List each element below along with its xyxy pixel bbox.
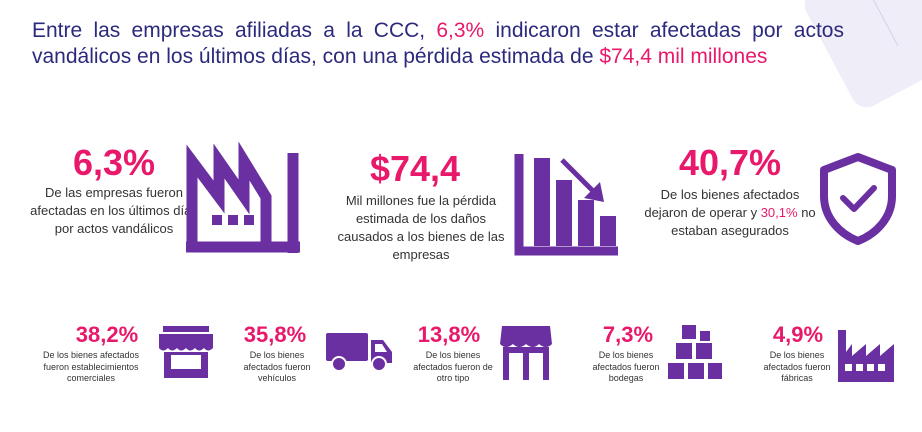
stat-value-bienes: 40,7% [678, 142, 782, 183]
small-stat-value-fabricas: 4,9% [772, 322, 824, 347]
small-stat-description-fabricas: De los bienes afectados fueron fábricas [763, 350, 831, 383]
factory-icon [186, 141, 300, 253]
stat-description-empresas: De las empresas fueron afectadas en los … [30, 185, 198, 236]
small-stat-value-otro-tipo: 13,8% [417, 322, 481, 347]
headline: Entre las empresas afiliadas a la CCC, 6… [32, 19, 844, 68]
small-stat-description-bodegas: De los bienes afectados fueron bodegas [592, 350, 660, 383]
small-stat-description-vehiculos: De los bienes afectados fueron vehículos [243, 350, 311, 383]
declining-chart-icon [514, 154, 618, 256]
storefront-icon [159, 326, 213, 378]
small-stat-value-bodegas: 7,3% [602, 322, 654, 347]
small-stat-description-comerciales: De los bienes afectados fueron estableci… [42, 350, 140, 383]
shop-icon [500, 326, 552, 380]
stat-description-perdida: Mil millones fue la pérdida estimada de … [337, 193, 505, 262]
small-stat-value-comerciales: 38,2% [75, 322, 139, 347]
stat-value-empresas: 6,3% [72, 142, 156, 183]
truck-icon [326, 333, 392, 372]
stat-value-perdida: $74,4 [369, 148, 461, 189]
boxes-icon [666, 323, 724, 381]
small-stat-value-vehiculos: 35,8% [243, 322, 307, 347]
shield-check-icon [820, 153, 896, 245]
small-factory-icon [838, 330, 894, 382]
small-stat-description-otro-tipo: De los bienes afectados fueron de otro t… [413, 350, 493, 383]
stat-description-bienes: De los bienes afectados dejaron de opera… [644, 187, 816, 238]
